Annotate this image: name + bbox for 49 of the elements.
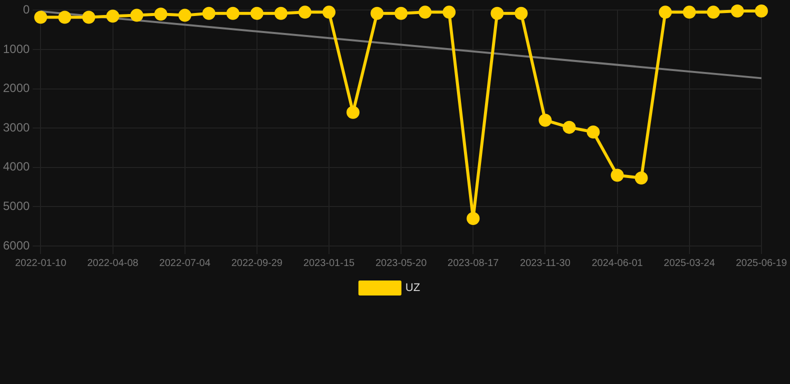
point xyxy=(658,6,672,19)
y-tick-label: 4000 xyxy=(2,160,30,174)
point xyxy=(514,6,528,20)
point xyxy=(562,120,576,134)
point xyxy=(226,6,240,20)
point xyxy=(466,212,480,225)
y-tick-label: 1000 xyxy=(2,42,30,56)
point xyxy=(202,6,216,20)
point xyxy=(418,6,432,19)
point xyxy=(394,6,408,20)
x-tick-label: 2022-04-08 xyxy=(87,258,139,269)
point xyxy=(370,6,384,20)
x-tick-label: 2022-01-10 xyxy=(15,258,67,269)
x-tick-label: 2022-07-04 xyxy=(159,258,211,269)
y-tick-label: 2000 xyxy=(2,81,30,96)
x-tick-label: 2022-09-29 xyxy=(231,258,283,269)
point xyxy=(250,6,264,20)
x-tick-label: 2023-05-20 xyxy=(375,258,428,269)
point xyxy=(130,8,144,22)
point xyxy=(730,4,744,18)
y-tick-label: 0 xyxy=(23,2,30,17)
x-tick-label: 2023-11-30 xyxy=(520,258,571,269)
point xyxy=(754,4,768,18)
x-tick-label: 2025-06-19 xyxy=(736,258,788,269)
x-tick-label: 2023-01-15 xyxy=(303,258,355,269)
point xyxy=(298,6,312,19)
point xyxy=(706,6,720,19)
legend-label: UZ xyxy=(405,282,420,294)
y-tick-label: 3000 xyxy=(2,120,30,134)
point xyxy=(154,8,168,21)
point xyxy=(490,6,504,20)
point xyxy=(442,6,456,19)
x-tick-label: 2023-08-17 xyxy=(448,258,500,269)
x-tick-label: 2024-06-01 xyxy=(592,258,644,269)
point xyxy=(610,168,624,182)
y-tick-label: 6000 xyxy=(2,238,30,252)
point xyxy=(106,10,120,23)
point xyxy=(682,6,696,19)
point xyxy=(82,10,96,24)
point xyxy=(346,106,360,119)
point xyxy=(178,8,192,22)
point xyxy=(58,10,72,24)
point xyxy=(322,6,336,19)
y-tick-label: 5000 xyxy=(2,199,30,214)
x-tick-label: 2025-03-24 xyxy=(664,258,716,269)
point xyxy=(586,126,600,139)
point xyxy=(274,6,288,20)
point xyxy=(634,172,648,185)
point xyxy=(538,114,552,127)
